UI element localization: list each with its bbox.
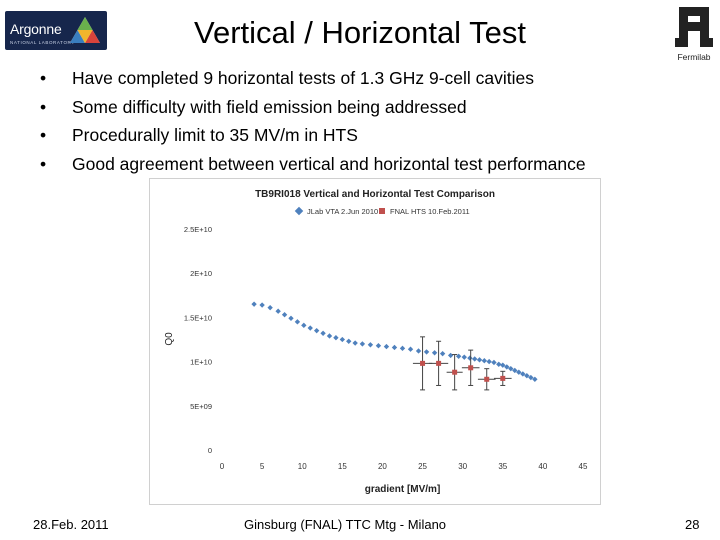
jlab-data-point	[520, 371, 526, 377]
chart-svg: TB9RI018 Vertical and Horizontal Test Co…	[164, 189, 588, 495]
x-tick-label: 40	[538, 462, 547, 471]
jlab-data-point	[472, 356, 478, 362]
page-number: 28	[685, 517, 700, 532]
jlab-data-point	[439, 350, 446, 357]
jlab-data-point	[339, 336, 346, 343]
jlab-data-point	[491, 359, 497, 366]
jlab-data-point	[476, 357, 483, 363]
legend-label-jlab: JLab VTA 2.Jun 2010	[307, 207, 378, 216]
fnal-data-point	[436, 360, 442, 366]
jlab-data-point	[481, 358, 488, 364]
x-axis-label: gradient [MV/m]	[365, 484, 441, 495]
jlab-data-point	[294, 319, 301, 325]
jlab-data-point	[259, 302, 265, 308]
bullet-text: Some difficulty with field emission bein…	[72, 96, 467, 117]
argonne-logo: Argonne NATIONAL LABORATORY	[5, 11, 107, 50]
jlab-data-point	[352, 340, 358, 346]
fnal-data-point	[484, 376, 490, 382]
jlab-data-point	[500, 362, 506, 368]
jlab-data-point	[528, 374, 534, 381]
fnal-data-point	[500, 375, 506, 381]
x-tick-label: 30	[458, 462, 467, 471]
jlab-data-point	[532, 376, 538, 382]
jlab-data-point	[399, 345, 406, 352]
jlab-data-point	[326, 333, 333, 339]
jlab-data-point	[423, 349, 430, 355]
jlab-data-point	[461, 354, 467, 360]
y-tick-label: 2.5E+10	[184, 225, 212, 234]
x-tick-label: 35	[498, 462, 507, 471]
jlab-data-point	[504, 364, 510, 370]
jlab-data-point	[391, 344, 398, 351]
x-tick-label: 5	[260, 462, 265, 471]
fermilab-icon	[675, 7, 713, 47]
x-tick-label: 45	[579, 462, 588, 471]
y-tick-label: 5E+09	[190, 402, 212, 411]
chart-title: TB9RI018 Vertical and Horizontal Test Co…	[255, 189, 495, 200]
legend-label-fnal: FNAL HTS 10.Feb.2011	[390, 207, 470, 216]
y-axis-label: Q0	[164, 332, 175, 346]
bullet-item: • Procedurally limit to 35 MV/m in HTS	[40, 121, 586, 150]
slide-title: Vertical / Horizontal Test	[194, 15, 526, 50]
x-tick-label: 0	[220, 462, 225, 471]
bullet-list: • Have completed 9 horizontal tests of 1.…	[40, 64, 586, 178]
y-tick-label: 2E+10	[190, 269, 212, 278]
jlab-data-point	[407, 346, 414, 352]
jlab-data-point	[496, 361, 502, 367]
bullet-item: • Some difficulty with field emission bei…	[40, 93, 586, 122]
fermilab-logo: Fermilab	[671, 5, 716, 63]
bullet-marker: •	[40, 96, 47, 117]
jlab-data-point	[301, 322, 307, 329]
y-tick-label: 1.5E+10	[184, 313, 212, 322]
y-tick-label: 0	[208, 446, 212, 455]
fnal-data-point	[420, 360, 426, 366]
bullet-marker: •	[40, 125, 47, 145]
y-tick-label: 1E+10	[190, 358, 212, 367]
bullet-marker: •	[40, 68, 47, 88]
jlab-data-point	[281, 312, 288, 318]
legend-marker-fnal	[379, 208, 385, 214]
bullet-item: • Have completed 9 horizontal tests of 1.…	[40, 64, 586, 93]
jlab-data-point	[267, 304, 273, 311]
jlab-data-point	[383, 343, 390, 350]
jlab-data-point	[320, 330, 326, 336]
jlab-data-point	[346, 338, 352, 344]
x-tick-label: 20	[378, 462, 387, 471]
jlab-data-point	[486, 358, 492, 365]
x-tick-label: 25	[418, 462, 427, 471]
bullet-text: Good agreement between vertical and hori…	[72, 153, 586, 174]
fermilab-caption: Fermilab	[677, 52, 711, 62]
bullet-text: Have completed 9 horizontal tests of 1.3…	[72, 68, 535, 88]
bullet-item: • Good agreement between vertical and hor…	[40, 150, 586, 179]
bullet-text: Procedurally limit to 35 MV/m in HTS	[72, 125, 358, 145]
x-tick-label: 15	[338, 462, 347, 471]
jlab-data-point	[359, 341, 366, 347]
fnal-data-point	[468, 365, 474, 371]
jlab-data-point	[467, 355, 473, 361]
jlab-data-point	[275, 308, 281, 314]
jlab-data-point	[455, 353, 462, 359]
footer-author-meeting: Ginsburg (FNAL) TTC Mtg - Milano	[244, 517, 447, 532]
x-tick-label: 10	[298, 462, 307, 471]
footer-date: 28.Feb. 2011	[33, 517, 109, 532]
jlab-data-point	[288, 315, 294, 321]
jlab-data-point	[333, 335, 339, 341]
jlab-data-point	[367, 342, 374, 348]
comparison-chart: TB9RI018 Vertical and Horizontal Test Co…	[149, 178, 601, 505]
jlab-data-point	[375, 343, 382, 349]
bullet-marker: •	[40, 153, 47, 174]
jlab-data-point	[251, 301, 257, 307]
jlab-data-point	[431, 350, 438, 356]
fnal-data-point	[452, 369, 458, 375]
jlab-data-point	[313, 327, 320, 334]
argonne-logo-subline: NATIONAL LABORATORY	[10, 40, 75, 45]
legend-marker-jlab	[294, 206, 304, 216]
jlab-data-point	[415, 348, 422, 354]
jlab-data-point	[516, 369, 522, 375]
jlab-data-point	[447, 352, 454, 359]
jlab-data-point	[307, 325, 313, 331]
argonne-triangle-icon	[70, 17, 100, 43]
argonne-logo-wordmark: Argonne	[10, 21, 62, 37]
